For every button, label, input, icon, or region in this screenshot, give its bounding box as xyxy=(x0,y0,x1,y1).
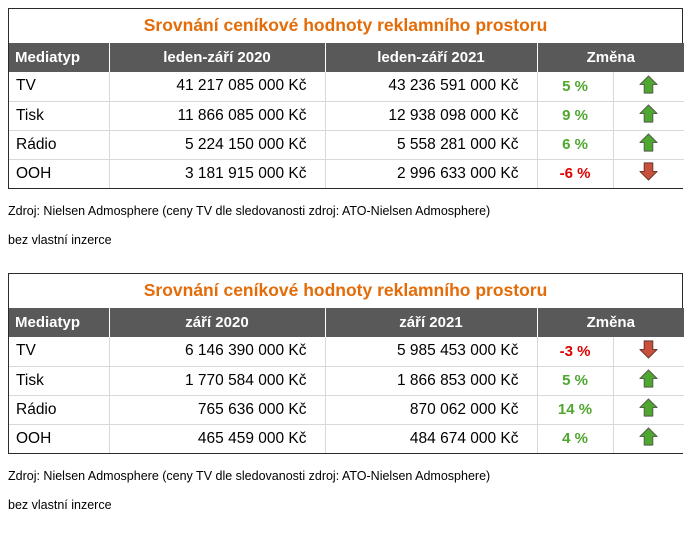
table-title: Srovnání ceníkové hodnoty reklamního pro… xyxy=(9,9,682,43)
trend-arrow-icon xyxy=(638,133,659,152)
disclaimer-note: bez vlastní inzerce xyxy=(8,233,112,247)
table-row: Rádio 765 636 000 Kč 870 062 000 Kč 14 % xyxy=(9,394,685,425)
trend-arrow-cell xyxy=(612,129,685,160)
trend-arrow-icon xyxy=(638,398,659,417)
period1-value-cell: 41 217 085 000 Kč xyxy=(108,72,326,102)
col-header-change: Změna xyxy=(536,43,685,72)
comparison-report-ytd: Srovnání ceníkové hodnoty reklamního pro… xyxy=(8,8,685,247)
table-container: Srovnání ceníkové hodnoty reklamního pro… xyxy=(8,8,685,189)
period2-value-cell: 5 985 453 000 Kč xyxy=(324,337,538,367)
mediatype-cell: TV xyxy=(9,337,110,367)
mediatype-cell: TV xyxy=(9,72,110,102)
change-percent-cell: -6 % xyxy=(536,158,614,188)
comparison-report-september: Srovnání ceníkové hodnoty reklamního pro… xyxy=(8,273,685,512)
col-header-mediatype: Mediatyp xyxy=(9,308,109,337)
table-row: TV 41 217 085 000 Kč 43 236 591 000 Kč 5… xyxy=(9,72,685,102)
col-header-period2: leden-září 2021 xyxy=(324,43,537,72)
period2-value-cell: 870 062 000 Kč xyxy=(324,394,538,425)
period2-value-cell: 1 866 853 000 Kč xyxy=(324,365,538,396)
trend-arrow-icon xyxy=(638,340,659,359)
trend-arrow-cell xyxy=(612,365,685,396)
trend-arrow-cell xyxy=(612,337,685,367)
header-row: Mediatyp září 2020 září 2021 Změna xyxy=(9,308,685,337)
table-row: TV 6 146 390 000 Kč 5 985 453 000 Kč -3 … xyxy=(9,337,685,367)
mediatype-cell: OOH xyxy=(9,423,110,453)
disclaimer-note: bez vlastní inzerce xyxy=(8,498,112,512)
period1-value-cell: 465 459 000 Kč xyxy=(108,423,326,453)
col-header-period1: leden-září 2020 xyxy=(108,43,325,72)
mediatype-cell: Rádio xyxy=(9,129,110,160)
trend-arrow-cell xyxy=(612,394,685,425)
change-percent-cell: 4 % xyxy=(536,423,614,453)
source-note: Zdroj: Nielsen Admosphere (ceny TV dle s… xyxy=(8,204,491,218)
change-percent-cell: 14 % xyxy=(536,394,614,425)
trend-arrow-icon xyxy=(638,427,659,446)
table-row: Rádio 5 224 150 000 Kč 5 558 281 000 Kč … xyxy=(9,129,685,160)
period1-value-cell: 1 770 584 000 Kč xyxy=(108,365,326,396)
change-percent-cell: 9 % xyxy=(536,100,614,131)
trend-arrow-cell xyxy=(612,423,685,453)
change-percent-cell: -3 % xyxy=(536,337,614,367)
period1-value-cell: 5 224 150 000 Kč xyxy=(108,129,326,160)
col-header-mediatype: Mediatyp xyxy=(9,43,109,72)
change-percent-cell: 5 % xyxy=(536,72,614,102)
period2-value-cell: 484 674 000 Kč xyxy=(324,423,538,453)
mediatype-cell: OOH xyxy=(9,158,110,188)
trend-arrow-cell xyxy=(612,72,685,102)
source-note: Zdroj: Nielsen Admosphere (ceny TV dle s… xyxy=(8,469,491,483)
mediatype-cell: Tisk xyxy=(9,100,110,131)
col-header-change: Změna xyxy=(536,308,685,337)
mediatype-cell: Rádio xyxy=(9,394,110,425)
change-percent-cell: 6 % xyxy=(536,129,614,160)
table-container: Srovnání ceníkové hodnoty reklamního pro… xyxy=(8,273,685,454)
table-row: OOH 3 181 915 000 Kč 2 996 633 000 Kč -6… xyxy=(9,158,685,188)
period2-value-cell: 2 996 633 000 Kč xyxy=(324,158,538,188)
period2-value-cell: 5 558 281 000 Kč xyxy=(324,129,538,160)
period1-value-cell: 765 636 000 Kč xyxy=(108,394,326,425)
period1-value-cell: 6 146 390 000 Kč xyxy=(108,337,326,367)
col-header-period1: září 2020 xyxy=(108,308,325,337)
header-row: Mediatyp leden-září 2020 leden-září 2021… xyxy=(9,43,685,72)
trend-arrow-icon xyxy=(638,75,659,94)
period2-value-cell: 43 236 591 000 Kč xyxy=(324,72,538,102)
data-table: Mediatyp září 2020 září 2021 Změna TV 6 … xyxy=(9,308,685,453)
col-header-period2: září 2021 xyxy=(324,308,537,337)
trend-arrow-icon xyxy=(638,369,659,388)
trend-arrow-cell xyxy=(612,158,685,188)
period1-value-cell: 11 866 085 000 Kč xyxy=(108,100,326,131)
trend-arrow-icon xyxy=(638,162,659,181)
table-row: OOH 465 459 000 Kč 484 674 000 Kč 4 % xyxy=(9,423,685,453)
period1-value-cell: 3 181 915 000 Kč xyxy=(108,158,326,188)
change-percent-cell: 5 % xyxy=(536,365,614,396)
table-row: Tisk 11 866 085 000 Kč 12 938 098 000 Kč… xyxy=(9,100,685,131)
table-title: Srovnání ceníkové hodnoty reklamního pro… xyxy=(9,274,682,308)
trend-arrow-icon xyxy=(638,104,659,123)
period2-value-cell: 12 938 098 000 Kč xyxy=(324,100,538,131)
mediatype-cell: Tisk xyxy=(9,365,110,396)
data-table: Mediatyp leden-září 2020 leden-září 2021… xyxy=(9,43,685,188)
trend-arrow-cell xyxy=(612,100,685,131)
table-row: Tisk 1 770 584 000 Kč 1 866 853 000 Kč 5… xyxy=(9,365,685,396)
